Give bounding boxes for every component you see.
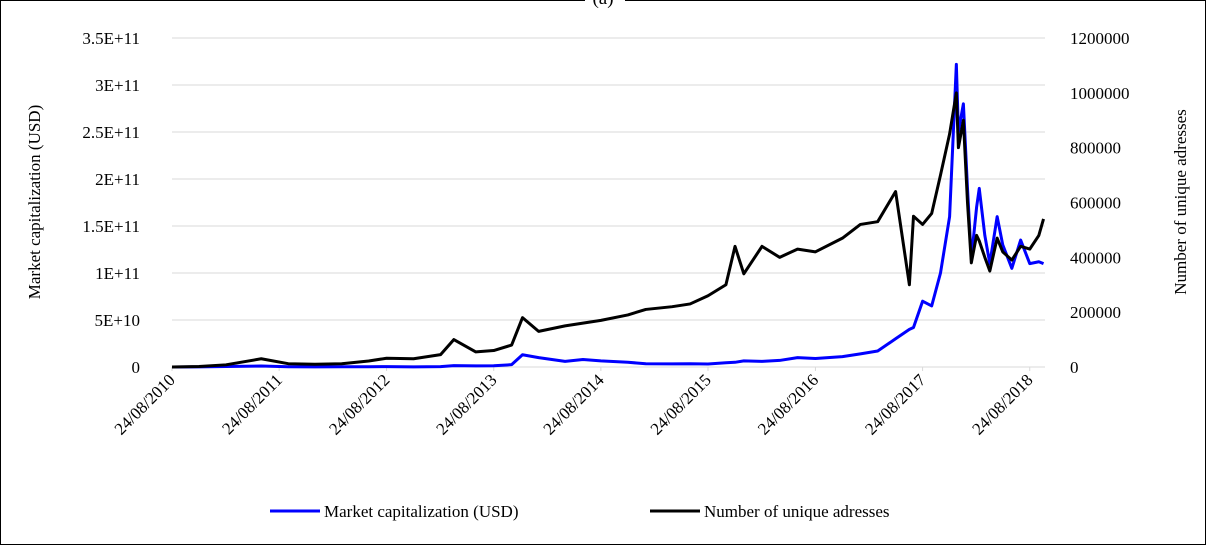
y-tick-label: 2.5E+11 xyxy=(82,123,140,142)
y-tick-label: 3.5E+11 xyxy=(82,29,140,48)
y2-tick-label: 1000000 xyxy=(1070,84,1130,103)
y-tick-label: 1E+11 xyxy=(95,264,140,283)
legend-label: Market capitalization (USD) xyxy=(324,502,519,521)
y-tick-label: 0 xyxy=(132,358,141,377)
y-tick-label: 2E+11 xyxy=(95,170,140,189)
data-line xyxy=(171,62,1045,369)
x-tick-label: 24/08/2014 xyxy=(539,370,608,439)
y2-tick-label: 400000 xyxy=(1070,248,1121,267)
y2-axis-label: Number of unique adresses xyxy=(1171,109,1190,295)
x-tick-label: 24/08/2016 xyxy=(754,370,822,438)
x-tick-label: 24/08/2010 xyxy=(111,370,179,438)
y-axis-label: Market capitalization (USD) xyxy=(25,105,44,300)
y2-tick-label: 600000 xyxy=(1070,194,1121,213)
y2-tick-label: 200000 xyxy=(1070,303,1121,322)
y2-tick-label: 1200000 xyxy=(1070,29,1130,48)
x-tick-label: 24/08/2012 xyxy=(325,370,393,438)
chart-title: (a) xyxy=(592,0,613,9)
y-tick-label: 1.5E+11 xyxy=(82,217,140,236)
x-tick-label: 24/08/2011 xyxy=(218,370,286,438)
x-tick-label: 24/08/2018 xyxy=(968,370,1036,438)
y2-tick-label: 800000 xyxy=(1070,139,1121,158)
data-line xyxy=(171,91,1045,369)
x-tick-label: 24/08/2017 xyxy=(861,370,930,439)
title-background xyxy=(585,0,625,8)
x-tick-label: 24/08/2013 xyxy=(432,370,500,438)
y2-tick-label: 0 xyxy=(1070,358,1079,377)
legend-label: Number of unique adresses xyxy=(704,502,890,521)
x-tick-label: 24/08/2015 xyxy=(647,370,715,438)
y-tick-label: 3E+11 xyxy=(95,76,140,95)
y-tick-label: 5E+10 xyxy=(95,311,140,330)
